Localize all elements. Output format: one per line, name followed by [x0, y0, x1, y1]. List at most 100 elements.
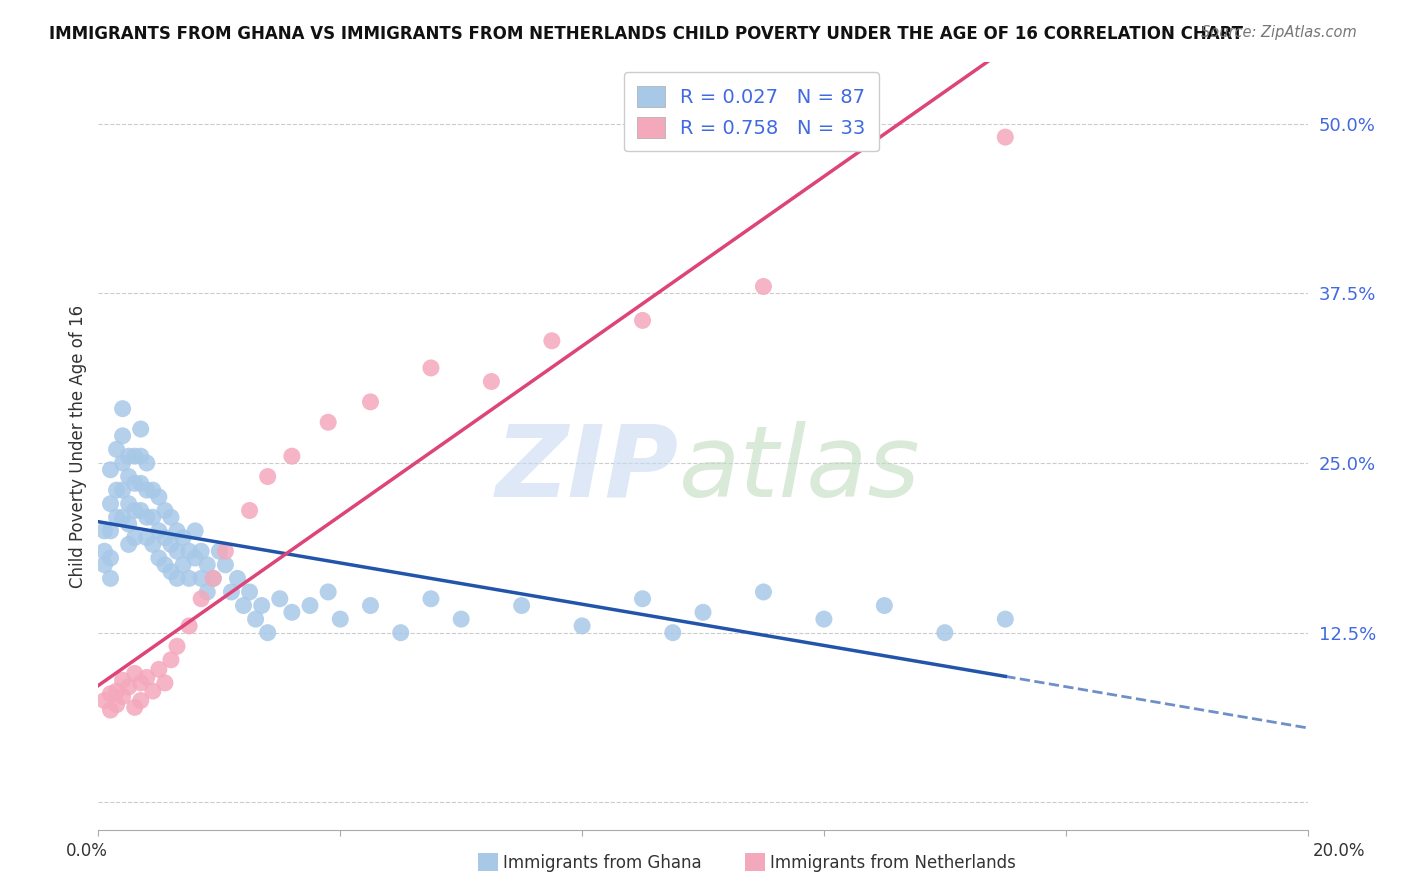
Point — [153, 531, 176, 545]
Point — [994, 612, 1017, 626]
Point — [202, 571, 225, 585]
Point — [208, 544, 231, 558]
Point — [93, 693, 115, 707]
Point — [153, 503, 176, 517]
Point — [239, 585, 262, 599]
Point — [420, 360, 443, 375]
Point — [118, 449, 141, 463]
Point — [111, 401, 134, 416]
Point — [256, 469, 278, 483]
Point — [135, 531, 157, 545]
Point — [281, 605, 304, 619]
Point — [129, 449, 152, 463]
Point — [571, 619, 593, 633]
Point — [692, 605, 714, 619]
Point — [124, 476, 146, 491]
Point — [124, 531, 146, 545]
Point — [281, 449, 304, 463]
Point — [184, 524, 207, 538]
Point — [111, 673, 134, 688]
Point — [142, 510, 165, 524]
Point — [360, 395, 382, 409]
Point — [172, 558, 194, 572]
Text: atlas: atlas — [679, 420, 921, 517]
Point — [179, 619, 201, 633]
Point — [129, 476, 152, 491]
Point — [100, 571, 122, 585]
Point — [873, 599, 896, 613]
Legend: R = 0.027   N = 87, R = 0.758   N = 33: R = 0.027 N = 87, R = 0.758 N = 33 — [624, 72, 879, 152]
Point — [100, 524, 122, 538]
Point — [202, 571, 225, 585]
Point — [124, 449, 146, 463]
Point — [166, 524, 188, 538]
Text: Immigrants from Netherlands: Immigrants from Netherlands — [770, 855, 1017, 872]
Text: Source: ZipAtlas.com: Source: ZipAtlas.com — [1201, 25, 1357, 40]
Point — [166, 571, 188, 585]
Point — [111, 510, 134, 524]
Point — [631, 313, 654, 327]
Text: IMMIGRANTS FROM GHANA VS IMMIGRANTS FROM NETHERLANDS CHILD POVERTY UNDER THE AGE: IMMIGRANTS FROM GHANA VS IMMIGRANTS FROM… — [49, 25, 1243, 43]
Point — [105, 442, 128, 457]
Point — [160, 565, 183, 579]
Point — [118, 497, 141, 511]
Point — [540, 334, 562, 348]
Point — [631, 591, 654, 606]
Point — [172, 531, 194, 545]
Point — [100, 551, 122, 566]
Point — [100, 687, 122, 701]
Point — [124, 666, 146, 681]
Point — [111, 690, 134, 704]
Point — [160, 537, 183, 551]
Point — [129, 676, 152, 690]
Point — [93, 558, 115, 572]
Point — [166, 640, 188, 654]
Point — [118, 680, 141, 694]
Point — [105, 698, 128, 712]
Point — [148, 662, 170, 676]
Point — [179, 544, 201, 558]
Point — [105, 684, 128, 698]
Point — [100, 703, 122, 717]
Point — [299, 599, 322, 613]
Point — [316, 415, 339, 429]
Text: Immigrants from Ghana: Immigrants from Ghana — [503, 855, 702, 872]
Point — [118, 469, 141, 483]
Point — [184, 551, 207, 566]
Point — [232, 599, 254, 613]
Point — [111, 429, 134, 443]
Text: 20.0%: 20.0% — [1312, 842, 1365, 860]
Point — [166, 544, 188, 558]
Point — [239, 503, 262, 517]
Point — [256, 625, 278, 640]
Point — [124, 503, 146, 517]
Point — [129, 422, 152, 436]
Point — [195, 558, 218, 572]
Point — [135, 483, 157, 497]
Point — [148, 524, 170, 538]
Point — [752, 279, 775, 293]
Point — [153, 676, 176, 690]
Point — [214, 544, 236, 558]
Point — [360, 599, 382, 613]
Point — [142, 537, 165, 551]
Point — [195, 585, 218, 599]
Point — [93, 524, 115, 538]
Point — [450, 612, 472, 626]
Point — [124, 700, 146, 714]
Text: ZIP: ZIP — [496, 420, 679, 517]
Y-axis label: Child Poverty Under the Age of 16: Child Poverty Under the Age of 16 — [69, 304, 87, 588]
Point — [661, 625, 683, 640]
Point — [934, 625, 956, 640]
Point — [105, 510, 128, 524]
Point — [129, 693, 152, 707]
Point — [100, 463, 122, 477]
Point — [160, 653, 183, 667]
Point — [813, 612, 835, 626]
Point — [226, 571, 249, 585]
Point — [250, 599, 273, 613]
Point — [245, 612, 267, 626]
Point — [160, 510, 183, 524]
Point — [153, 558, 176, 572]
Point — [510, 599, 533, 613]
